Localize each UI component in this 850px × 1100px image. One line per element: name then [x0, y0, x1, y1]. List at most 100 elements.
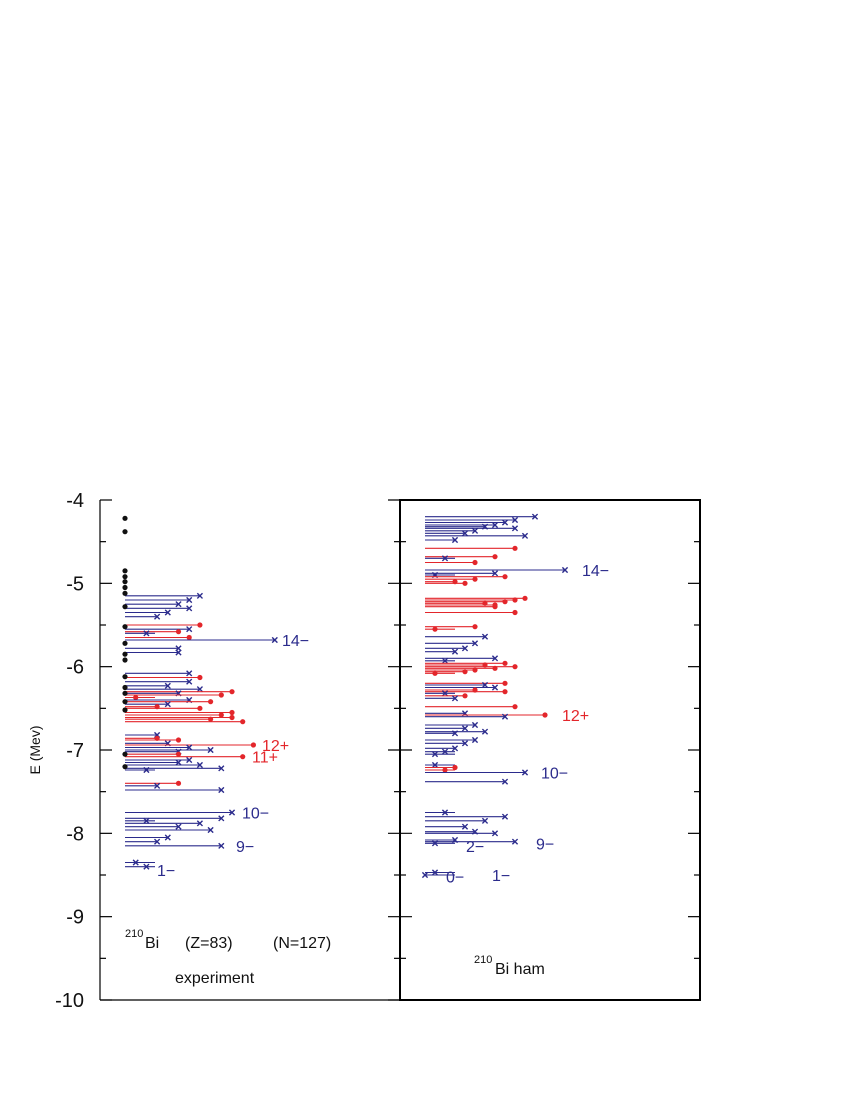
level-spin-dot — [208, 716, 214, 722]
level-spin-dot — [240, 754, 246, 760]
level-spin-cross — [461, 645, 469, 652]
level-spin-dot — [175, 751, 182, 757]
experiment-panel: 14− 12+11+ 10− 9− 1− — [122, 515, 309, 880]
level-spin-dot — [542, 712, 548, 718]
level-spin-cross — [461, 823, 469, 830]
level-spin-dot — [492, 665, 498, 671]
spin-annotation: 14− — [582, 563, 609, 580]
level-spin-cross — [421, 871, 429, 879]
unassigned-level-dot — [122, 651, 128, 657]
level-spin-cross — [451, 695, 459, 702]
ham-label-main: Bi ham — [495, 961, 545, 978]
unassigned-level-dot — [122, 568, 128, 574]
level-spin-dot — [197, 622, 203, 628]
unassigned-level-dot — [122, 764, 128, 770]
level-spin-cross — [441, 748, 449, 755]
level-spin-dot — [218, 692, 224, 698]
level-spin-cross — [491, 521, 499, 529]
level-spin-cross — [207, 826, 214, 834]
level-spin-dot — [522, 595, 528, 601]
level-spin-cross — [511, 516, 519, 524]
spin-annotation: 1− — [492, 868, 510, 885]
level-spin-cross — [531, 513, 539, 520]
level-spin-dot — [186, 634, 192, 641]
level-spin-dot — [502, 689, 508, 695]
level-spin-cross — [461, 740, 469, 747]
level-spin-cross — [491, 830, 499, 837]
level-spin-cross — [501, 778, 509, 785]
level-spin-cross — [186, 756, 193, 764]
level-spin-cross — [186, 596, 193, 604]
unassigned-level-dot — [122, 699, 128, 705]
level-spin-dot — [472, 559, 478, 566]
level-spin-cross — [164, 609, 171, 616]
level-spin-cross — [218, 765, 225, 772]
level-spin-cross — [164, 701, 171, 708]
y-axis: -4 -5 -6 -7 -8 -9 -10 — [55, 490, 701, 1012]
level-spin-dot — [502, 680, 508, 686]
spin-annotation: 2− — [466, 839, 484, 856]
level-spin-cross — [451, 745, 459, 752]
level-spin-cross — [175, 649, 182, 656]
level-spin-cross — [471, 721, 479, 729]
spin-annotation: 12+ — [562, 708, 589, 725]
level-spin-cross — [501, 519, 509, 526]
level-spin-cross — [186, 626, 193, 633]
level-spin-cross — [481, 817, 489, 824]
y-axis-title: E (Mev) — [27, 726, 43, 775]
level-spin-cross — [196, 592, 203, 599]
level-spin-cross — [471, 527, 479, 534]
level-spin-dot — [175, 737, 182, 743]
level-spin-dot — [240, 719, 246, 725]
unassigned-level-dot — [122, 515, 128, 521]
level-spin-dot — [462, 669, 468, 675]
unassigned-level-dot — [122, 529, 128, 535]
level-spin-cross — [491, 655, 499, 662]
level-spin-cross — [143, 817, 150, 824]
level-spin-dot — [432, 626, 438, 632]
level-spin-dot — [462, 580, 468, 586]
level-spin-cross — [511, 525, 519, 532]
level-spin-cross — [511, 838, 519, 845]
level-spin-cross — [471, 736, 479, 744]
level-spin-dot — [175, 780, 182, 786]
y-tick-label: -6 — [66, 657, 84, 679]
level-spin-cross — [431, 751, 439, 758]
level-spin-cross — [218, 842, 225, 849]
level-spin-dot — [492, 554, 498, 560]
level-spin-cross — [154, 782, 161, 789]
level-spin-cross — [431, 840, 439, 847]
level-spin-cross — [186, 678, 193, 685]
level-spin-cross — [164, 682, 171, 689]
spin-annotation: 9− — [536, 836, 554, 853]
experiment-label-n: (N=127) — [273, 935, 331, 952]
level-spin-cross — [271, 636, 278, 644]
unassigned-level-dot — [122, 690, 128, 696]
unassigned-level-dot — [122, 751, 128, 757]
level-spin-cross — [175, 759, 182, 766]
level-spin-cross — [186, 744, 193, 751]
level-spin-cross — [196, 820, 203, 827]
level-spin-dot — [452, 764, 458, 771]
spin-annotation: 1− — [157, 863, 175, 880]
level-spin-dot — [197, 674, 203, 681]
level-spin-dot — [442, 767, 448, 773]
level-spin-cross — [154, 838, 161, 845]
level-spin-dot — [472, 667, 478, 673]
level-spin-dot — [502, 660, 508, 666]
level-spin-cross — [481, 681, 489, 689]
level-spin-dot — [229, 689, 235, 695]
level-spin-cross — [461, 725, 469, 732]
level-spin-cross — [196, 761, 203, 769]
level-spin-cross — [143, 630, 150, 637]
level-spin-cross — [451, 730, 459, 737]
level-spin-dot — [208, 699, 214, 705]
level-spin-cross — [218, 786, 225, 794]
unassigned-level-dot — [122, 604, 128, 610]
spin-annotation: 0− — [446, 870, 464, 887]
y-tick-label: -7 — [66, 740, 84, 762]
level-spin-cross — [521, 532, 529, 539]
level-spin-dot — [250, 742, 256, 748]
level-spin-dot — [502, 599, 508, 605]
